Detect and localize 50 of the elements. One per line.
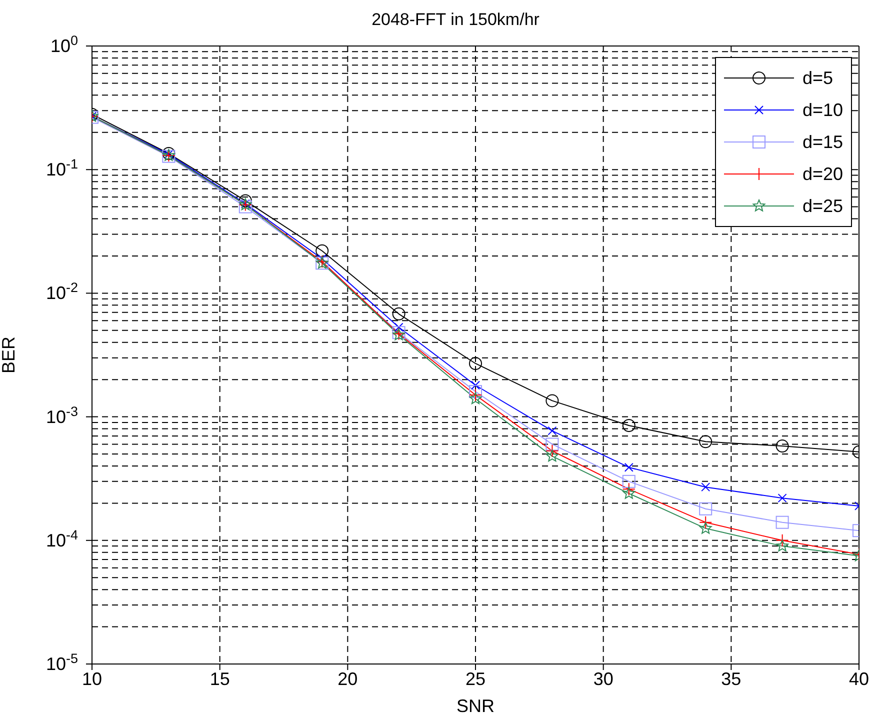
point	[469, 356, 482, 370]
point	[622, 482, 636, 496]
point	[546, 438, 559, 451]
point	[776, 440, 789, 453]
legend-label: d=5	[802, 68, 833, 88]
x-tick-label: 10	[82, 668, 102, 689]
point	[778, 494, 787, 503]
x-tick-label: 35	[721, 668, 742, 689]
point	[776, 540, 789, 552]
point	[469, 385, 482, 398]
point	[776, 516, 789, 529]
point	[622, 419, 636, 432]
legend-label: d=25	[802, 196, 843, 216]
y-tick-label: 10$^{-3}$	[46, 403, 78, 427]
y-tick-label: 10$^{0}$	[50, 32, 78, 56]
point	[546, 450, 558, 462]
point	[394, 322, 404, 332]
point	[699, 516, 712, 529]
point	[469, 388, 482, 402]
x-tick-label: 15	[210, 668, 230, 689]
y-tick-label: 10$^{-2}$	[46, 280, 78, 304]
x-tick-label: 40	[848, 668, 870, 689]
legend-label: d=10	[802, 100, 843, 120]
point	[548, 426, 557, 436]
point	[622, 486, 636, 499]
point	[622, 474, 636, 488]
y-tick-label: 10$^{-4}$	[46, 526, 78, 550]
point	[469, 392, 482, 404]
point	[624, 462, 634, 472]
legend-label: d=15	[802, 132, 843, 152]
x-tick-label: 25	[465, 668, 486, 689]
point	[699, 522, 712, 534]
x-axis-title: SNR	[456, 696, 495, 716]
point	[546, 444, 559, 458]
point	[546, 394, 559, 408]
y-tick-label: 10$^{-5}$	[46, 650, 78, 674]
x-tick-label: 30	[593, 668, 614, 689]
chart-title: 2048-FFT in 150km/hr	[370, 10, 540, 30]
point	[316, 244, 329, 258]
y-tick-label: 10$^{-1}$	[46, 156, 78, 180]
y-axis-title: BER	[0, 336, 18, 374]
point	[701, 482, 710, 492]
point	[238, 194, 252, 208]
point	[699, 435, 712, 448]
point	[699, 502, 712, 516]
point	[471, 380, 480, 390]
point	[776, 534, 789, 547]
point	[392, 307, 406, 320]
legend-label: d=20	[802, 164, 843, 184]
x-tick-label: 20	[338, 668, 358, 689]
